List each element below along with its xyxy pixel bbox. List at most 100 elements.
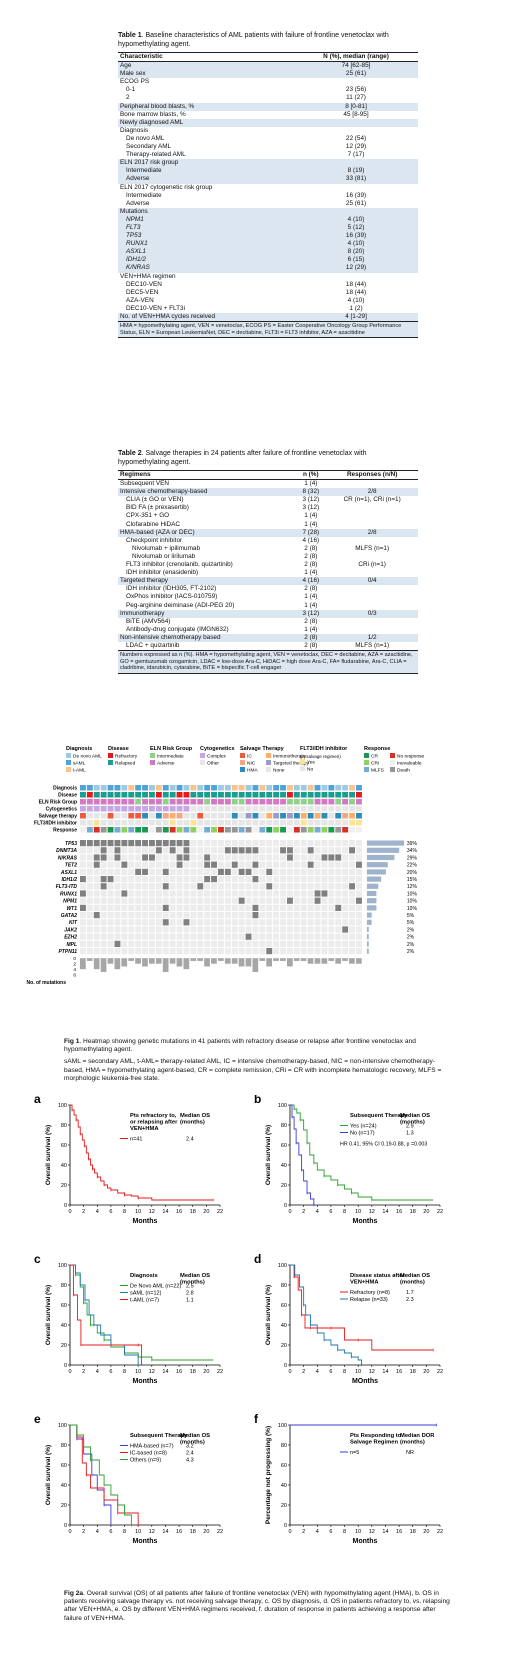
mutation-cell — [335, 904, 342, 911]
mutation-cell — [121, 919, 128, 926]
frequency-label: 34% — [407, 848, 418, 854]
mutation-cell — [280, 940, 286, 947]
mutation-cell — [149, 926, 155, 933]
legend-series-median: 3.2 — [186, 1444, 194, 1450]
table-2-row-resp — [326, 521, 418, 529]
mutation-cell — [342, 890, 349, 897]
mutation-cell — [149, 883, 155, 890]
mutation-cell — [314, 883, 321, 890]
annotation-cell — [128, 792, 135, 798]
x-tick-label: 4 — [96, 1529, 99, 1535]
legend-series-median: 2.9 — [406, 1124, 414, 1130]
legend-title: Cytogenetics — [200, 746, 235, 752]
mutation-cell — [121, 897, 128, 904]
mutation-cell — [280, 919, 286, 926]
table-1-row-label: Secondary AML — [126, 143, 172, 151]
mutation-cell — [211, 948, 217, 955]
mutation-cell — [245, 876, 252, 883]
annotation-cell — [135, 820, 142, 826]
annotation-cell — [149, 785, 155, 791]
annotation-cell — [204, 792, 211, 798]
table-2-row-value: 1 (4) — [304, 512, 318, 520]
mutation-count-bar — [280, 958, 286, 961]
mutation-cell — [155, 933, 162, 940]
frequency-bar — [366, 883, 379, 889]
legend-series-name: Yes (n=24) — [350, 1124, 377, 1130]
legend-series-median: 1.1 — [186, 1298, 194, 1304]
mutation-cell — [273, 926, 280, 933]
annotation-cell — [287, 813, 293, 819]
legend-swatch — [150, 760, 155, 765]
table-1-row-value: 1 (2) — [349, 304, 363, 312]
mutation-cell — [114, 948, 121, 955]
mutation-cell — [121, 854, 128, 861]
mutation-cell — [280, 847, 286, 854]
mutation-cell — [183, 933, 190, 940]
mutation-cell — [100, 847, 107, 854]
x-tick-label: 2 — [82, 1529, 85, 1535]
mutation-cell — [252, 861, 259, 868]
mutation-cell — [300, 868, 307, 875]
mutation-cell — [335, 840, 342, 847]
mutation-cell — [142, 940, 148, 947]
mutation-cell — [349, 912, 355, 919]
table-2-row-label: CPX-351 + GO — [126, 512, 170, 520]
mutation-cell — [273, 847, 280, 854]
x-tick-label: 2 — [82, 1369, 85, 1375]
mutation-cell — [218, 933, 224, 940]
annotation-cell — [273, 820, 280, 826]
annotation-cell — [280, 806, 286, 812]
x-axis-label: MOnths — [352, 1378, 378, 1385]
annotation-cell — [162, 792, 169, 798]
table-2-row-label: OxPhos inhibitor (IACS-010759) — [126, 593, 218, 601]
y-tick-label: 80 — [61, 1123, 67, 1129]
mutation-cell — [259, 933, 266, 940]
mutation-cell — [93, 919, 100, 926]
mutation-count-bar — [80, 958, 86, 970]
legend-series-median: 2.8 — [186, 1291, 194, 1297]
annotation-cell — [80, 785, 86, 791]
y-tick-label: 80 — [281, 1283, 287, 1289]
annotation-cell — [287, 799, 293, 805]
annotation-cell — [100, 813, 107, 819]
annotation-cell — [293, 806, 300, 812]
table-2-row-resp: 0/4 — [326, 577, 418, 586]
mutation-cell — [314, 861, 321, 868]
mutation-cell — [349, 940, 355, 947]
mutation-count-bar — [135, 958, 141, 964]
table-2-row-label: Nivolumab or lirilumab — [132, 552, 196, 560]
gene-label: FLT3-ITD — [56, 884, 78, 890]
mutation-cell — [107, 840, 114, 847]
annotation-cell — [280, 799, 286, 805]
annotation-cell — [135, 799, 142, 805]
mutation-cell — [218, 847, 224, 854]
x-tick-label: 8 — [343, 1369, 346, 1375]
annotation-cell — [162, 827, 169, 833]
y-tick-label: 40 — [61, 1163, 67, 1169]
annotation-cell — [135, 785, 142, 791]
table-2-row-value: 1 (4) — [304, 601, 318, 609]
mutation-cell — [176, 861, 183, 868]
x-tick-label: 10 — [135, 1209, 141, 1215]
annotation-cell — [356, 799, 362, 805]
annotation-cell — [155, 799, 162, 805]
x-tick-label: 6 — [329, 1529, 332, 1535]
table-1-row: Secondary AML 12 (29) — [118, 143, 418, 151]
mutation-cell — [356, 926, 362, 933]
legend-column-header: Median OS (months) — [180, 1433, 210, 1446]
mutation-cell — [307, 948, 314, 955]
annotation-cell — [328, 785, 335, 791]
x-tick-label: 8 — [123, 1369, 126, 1375]
frequency-label: 22% — [407, 863, 418, 869]
mutation-cell — [224, 919, 231, 926]
mutation-cell — [266, 840, 273, 847]
legend-swatch — [390, 753, 395, 758]
x-axis-label: Months — [133, 1218, 158, 1225]
legend-label: Refractory — [115, 754, 138, 760]
mutation-cell — [231, 883, 238, 890]
x-tick-label: 0 — [68, 1529, 71, 1535]
table-2-row-resp — [326, 480, 418, 489]
x-tick-label: 20 — [203, 1529, 209, 1535]
annotation-cell — [107, 799, 114, 805]
mutation-cell — [321, 904, 328, 911]
